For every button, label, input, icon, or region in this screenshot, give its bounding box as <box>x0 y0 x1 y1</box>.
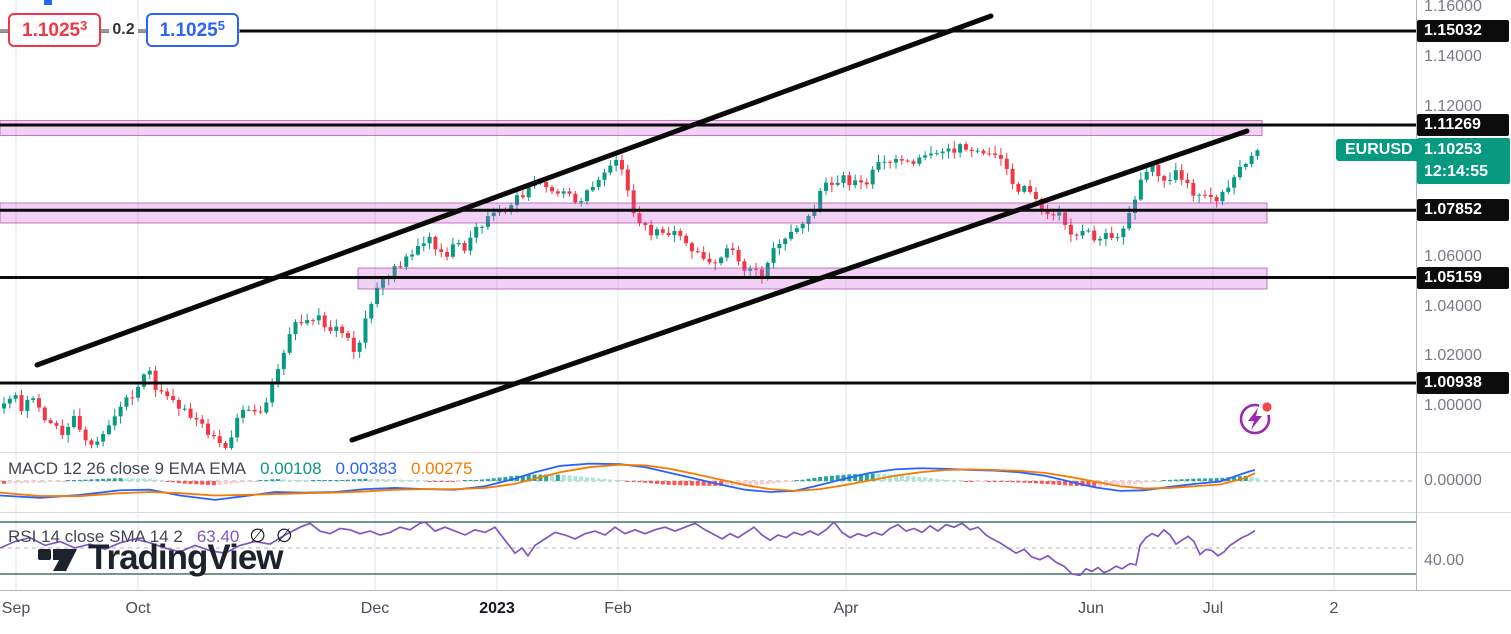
rsi-line <box>0 520 1256 577</box>
indicator-tick-label: 40.00 <box>1424 552 1465 569</box>
level-price-label: 1.05159 <box>1417 266 1509 289</box>
rsi-legend: RSI 14 close SMA 14 2 63.40 ∅ ∅ <box>8 525 293 548</box>
macd-title[interactable]: MACD 12 26 close 9 EMA EMA <box>8 459 247 478</box>
rsi-muted-value: ∅ <box>249 526 266 547</box>
sell-button[interactable]: 1.10253 <box>8 13 102 47</box>
rsi-title[interactable]: RSI 14 close SMA 14 2 <box>8 527 183 546</box>
time-axis-label: Oct <box>125 600 151 617</box>
vertical-gridlines <box>15 0 1335 452</box>
time-axis-label: Feb <box>604 600 632 617</box>
trendline[interactable] <box>34 13 994 368</box>
bid-price: 1.1025 <box>22 20 81 41</box>
macd-signal-value: 0.00275 <box>411 459 473 478</box>
order-panel: 1.10253 0.2 1.10255 <box>0 12 239 48</box>
drawing-handle[interactable] <box>44 0 52 5</box>
buy-button[interactable]: 1.10255 <box>145 13 239 47</box>
time-axis-label: Jul <box>1202 600 1224 617</box>
macd-line <box>0 462 1256 501</box>
ask-price: 1.1025 <box>159 20 218 41</box>
price-axis[interactable]: 1.16000 1.14000 1.12000 1.06000 1.04000 1.020… <box>1416 0 1511 590</box>
sr-zone[interactable] <box>0 119 1263 136</box>
spread-label: 0.2 <box>109 21 138 39</box>
level-price-label: 1.15032 <box>1417 19 1509 42</box>
rsi-pane[interactable] <box>0 512 1416 590</box>
indicator-tick-label: 0.00000 <box>1424 472 1482 489</box>
macd-hist-value: 0.00108 <box>260 459 322 478</box>
price-axis-border <box>1416 0 1417 634</box>
trendline[interactable] <box>349 128 1250 443</box>
price-tick-label: 1.06000 <box>1424 247 1482 265</box>
sr-zone[interactable] <box>0 202 1268 224</box>
time-axis-label: 2023 <box>479 600 515 617</box>
watermark-text: TradingView <box>88 538 284 577</box>
bid-price-fraction: 3 <box>80 18 88 33</box>
countdown-timer: 12:14:55 <box>1424 163 1489 180</box>
time-axis-label: Sep <box>1 600 31 617</box>
time-axis-label: Jun <box>1078 600 1104 617</box>
current-price: 1.10253 <box>1424 141 1482 158</box>
time-axis-label: 2 <box>1329 600 1339 617</box>
vertical-gridlines <box>15 452 1335 512</box>
level-price-label: 1.00938 <box>1417 371 1509 394</box>
candlestick-series <box>2 140 1260 450</box>
macd-line-value: 0.00383 <box>335 459 397 478</box>
price-tick-label: 1.14000 <box>1424 47 1482 65</box>
time-axis[interactable]: Sep Oct Dec 2023 Feb Apr Jun Jul 2 <box>0 591 1511 634</box>
ask-price-fraction: 5 <box>217 18 225 33</box>
flash-alert-icon[interactable] <box>1234 396 1278 445</box>
main-chart-pane[interactable] <box>0 0 1416 452</box>
pane-divider[interactable] <box>0 452 1511 453</box>
price-tick-label: 1.12000 <box>1424 97 1482 115</box>
rsi-value: 63.40 <box>196 527 240 546</box>
price-tick-label: 1.16000 <box>1424 0 1482 15</box>
level-price-label: 1.07852 <box>1417 199 1509 222</box>
symbol-tag[interactable]: EURUSD <box>1336 139 1422 161</box>
tradingview-logo-icon <box>38 549 77 571</box>
time-axis-border <box>0 590 1511 591</box>
current-price-label: 1.10253 12:14:55 <box>1417 138 1510 184</box>
price-tick-label: 1.00000 <box>1424 397 1482 415</box>
time-axis-label: Apr <box>833 600 859 617</box>
price-tick-label: 1.02000 <box>1424 347 1482 365</box>
macd-signal-line <box>0 463 1256 497</box>
pane-divider[interactable] <box>0 512 1511 513</box>
rsi-muted-value: ∅ <box>275 526 293 547</box>
price-tick-label: 1.04000 <box>1424 297 1482 315</box>
level-price-label: 1.11269 <box>1417 113 1509 136</box>
macd-legend: MACD 12 26 close 9 EMA EMA 0.00108 0.003… <box>8 459 472 479</box>
time-axis-label: Dec <box>360 600 390 617</box>
macd-pane[interactable] <box>0 452 1416 512</box>
tradingview-watermark: TradingView <box>38 538 284 578</box>
